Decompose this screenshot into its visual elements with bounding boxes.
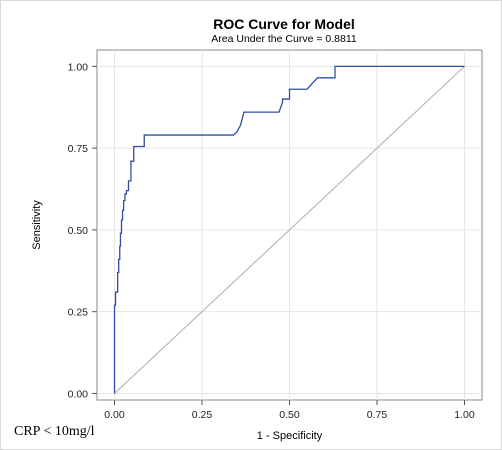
x-tick-label: 0.50 xyxy=(279,409,300,421)
y-tick-label: 1.00 xyxy=(68,61,89,73)
y-axis-label: Sensitivity xyxy=(31,200,43,250)
x-tick-label: 1.00 xyxy=(454,409,475,421)
x-axis-label: 1 - Specificity xyxy=(257,430,323,442)
y-tick-label: 0.50 xyxy=(68,225,89,237)
x-tick-label: 0.25 xyxy=(192,409,213,421)
footnote-label: CRP < 10mg/l xyxy=(14,424,95,440)
x-tick-label: 0.00 xyxy=(104,409,125,421)
y-tick-label: 0.75 xyxy=(68,143,89,155)
x-tick-label: 0.75 xyxy=(367,409,388,421)
y-tick-label: 0.00 xyxy=(68,388,89,400)
y-tick-label: 0.25 xyxy=(68,307,89,319)
